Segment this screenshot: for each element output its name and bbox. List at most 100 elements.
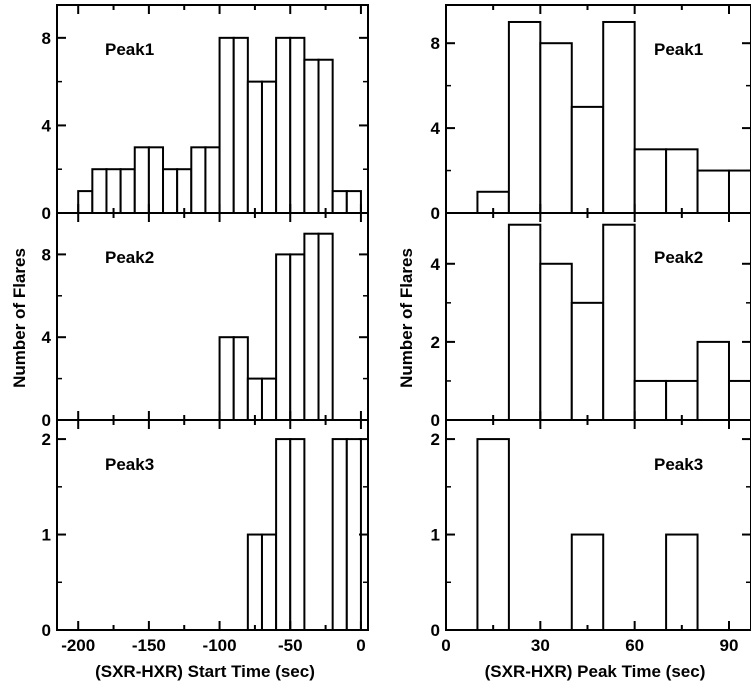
- y-tick-label: 4: [431, 255, 441, 274]
- histogram-bar: [77, 190, 94, 215]
- histogram-bar: [727, 379, 751, 421]
- y-tick-label: 8: [42, 245, 51, 264]
- histogram-bar: [345, 190, 362, 215]
- panel-label: Peak2: [105, 248, 154, 267]
- x-tick-label: 0: [441, 636, 450, 655]
- histogram-bar: [696, 340, 730, 421]
- histogram-bar: [570, 105, 605, 214]
- x-tick-label: -100: [203, 636, 237, 655]
- y-tick-label: 0: [42, 411, 51, 430]
- x-tick-label: 60: [625, 636, 644, 655]
- histogram-bar: [91, 168, 108, 214]
- histogram-bar: [317, 232, 334, 421]
- histogram-bar: [570, 533, 605, 632]
- y-tick-label: 0: [431, 411, 440, 430]
- panel-label: Peak3: [654, 455, 703, 474]
- histogram-bar: [246, 80, 263, 214]
- left-x-axis-title: (SXR-HXR) Start Time (sec): [95, 662, 315, 681]
- histogram-bar: [260, 80, 278, 214]
- histogram-bar: [147, 146, 165, 215]
- histogram-bar: [345, 438, 362, 631]
- histogram-bar: [602, 20, 636, 214]
- panel-frame: [56, 419, 369, 631]
- histogram-bar: [275, 36, 292, 215]
- y-tick-label: 2: [42, 430, 51, 449]
- histogram-bar: [190, 146, 207, 215]
- histogram-bar: [507, 20, 542, 214]
- histogram-bar: [727, 169, 751, 215]
- y-tick-label: 4: [42, 328, 52, 347]
- histogram-bar: [317, 58, 334, 214]
- x-tick-label: 0: [356, 636, 365, 655]
- x-tick-label: 90: [720, 636, 739, 655]
- panel-label: Peak2: [654, 248, 703, 267]
- y-tick-label: 2: [431, 333, 440, 352]
- histogram-bar: [331, 438, 348, 631]
- histogram-bar: [539, 42, 573, 214]
- histogram-bar: [289, 253, 306, 421]
- histogram-bar: [260, 533, 278, 632]
- y-tick-label: 1: [431, 526, 440, 545]
- histogram-bar: [232, 336, 249, 422]
- histogram-bar: [204, 146, 221, 215]
- histogram-bar: [289, 36, 306, 215]
- panel-label: Peak3: [105, 455, 154, 474]
- histogram-bar: [633, 148, 668, 215]
- histogram-bar: [331, 190, 348, 215]
- histogram-bar: [176, 168, 193, 214]
- x-tick-label: -150: [132, 636, 166, 655]
- histogram-bar: [162, 168, 179, 214]
- histogram-bar: [570, 301, 605, 422]
- y-tick-label: 0: [431, 204, 440, 223]
- start-time-peak1-panel: 0 4 8 Peak1: [42, 4, 369, 223]
- histogram-bar: [275, 438, 292, 631]
- right-y-axis-title: Number of Flares: [397, 248, 416, 388]
- y-tick-label: 0: [431, 621, 440, 640]
- left-histogram-group: 0 4 8 Peak1 0 4 8 Peak2 0 1 2 Peak3 -200 -150 -100 -5…: [10, 4, 369, 681]
- y-tick-label: 4: [42, 116, 52, 135]
- histogram-bar: [105, 168, 122, 214]
- x-tick-label: -200: [61, 636, 95, 655]
- left-y-axis-title: Number of Flares: [10, 248, 29, 388]
- peak-time-peak2-panel: 0 2 4 Peak2: [431, 212, 751, 430]
- histogram-bar: [218, 36, 235, 215]
- histogram-bar: [246, 377, 263, 422]
- histogram-bar: [133, 146, 150, 215]
- y-tick-label: 0: [42, 621, 51, 640]
- peak-time-peak1-panel: 0 4 8 Peak1: [431, 4, 751, 223]
- histogram-bar: [246, 533, 263, 632]
- histogram-bar: [232, 36, 249, 215]
- y-tick-label: 8: [42, 29, 51, 48]
- y-tick-label: 2: [431, 430, 440, 449]
- histogram-bar: [275, 253, 292, 421]
- y-tick-label: 0: [42, 204, 51, 223]
- panel-label: Peak1: [654, 40, 703, 59]
- peak-time-peak3-panel: 0 1 2 Peak3 0 30 60 90: [431, 419, 751, 655]
- histogram-bar: [507, 223, 542, 421]
- histogram-bar: [539, 262, 573, 421]
- histogram-bar: [633, 379, 668, 421]
- start-time-peak2-panel: 0 4 8 Peak2: [42, 212, 369, 430]
- histogram-bar: [665, 533, 699, 632]
- panel-label: Peak1: [105, 40, 154, 59]
- start-time-peak3-panel: 0 1 2 Peak3 -200 -150 -100 -50 0: [42, 419, 369, 655]
- y-tick-label: 4: [431, 119, 441, 138]
- histogram-bar: [289, 438, 306, 631]
- histogram-bar: [696, 169, 730, 215]
- histogram-bar: [260, 377, 278, 422]
- right-x-axis-title: (SXR-HXR) Peak Time (sec): [485, 662, 706, 681]
- histogram-bar: [602, 223, 636, 421]
- histogram-bar: [476, 438, 510, 631]
- histogram-bar: [665, 148, 699, 215]
- histogram-bar: [665, 379, 699, 421]
- y-tick-label: 1: [42, 526, 51, 545]
- y-tick-label: 8: [431, 34, 440, 53]
- histogram-bar: [303, 58, 320, 214]
- histogram-bar: [218, 336, 235, 422]
- histogram-bar: [119, 168, 136, 214]
- histogram-bar: [303, 232, 320, 421]
- x-tick-label: 30: [531, 636, 550, 655]
- x-tick-label: -50: [278, 636, 303, 655]
